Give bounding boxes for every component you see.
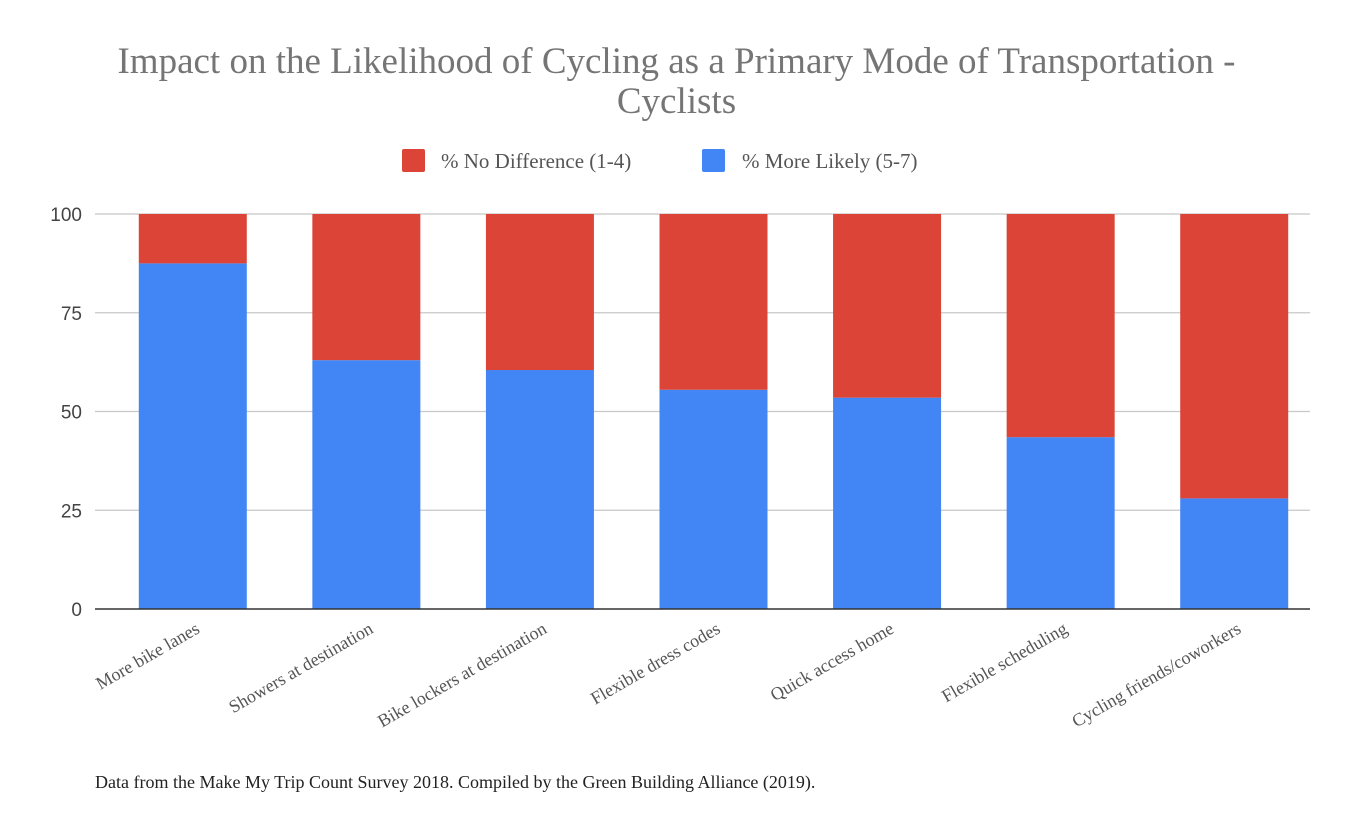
y-tick-label: 50: [61, 403, 82, 424]
legend-swatch: [402, 149, 425, 172]
y-axis-ticks: 0 25 50 75 100: [50, 205, 82, 621]
chart-legend: % No Difference (1-4) % More Likely (5-7): [402, 149, 918, 173]
source-note: Data from the Make My Trip Count Survey …: [95, 772, 816, 792]
chart-title: Impact on the Likelihood of Cycling as a…: [117, 41, 1235, 122]
bar-segment: [312, 360, 421, 609]
y-tick-label: 100: [50, 205, 82, 226]
bar-segment: [833, 214, 942, 398]
x-tick-label: More bike lanes: [92, 618, 202, 693]
bar-segment: [138, 214, 247, 264]
bars: [138, 214, 1289, 609]
y-tick-label: 75: [61, 304, 82, 325]
x-tick-label: Showers at destination: [225, 618, 376, 717]
bar-segment: [312, 214, 421, 361]
bar-segment: [138, 263, 247, 609]
bar-segment: [659, 214, 768, 390]
bar-segment: [659, 389, 768, 609]
x-tick-label: Flexible scheduling: [938, 618, 1071, 706]
x-tick-label: Bike lockers at destination: [374, 618, 550, 731]
bar-segment: [1006, 437, 1115, 609]
bar-segment: [1180, 498, 1289, 609]
x-tick-label: Quick access home: [767, 618, 897, 705]
bar-segment: [833, 397, 942, 609]
x-tick-label: Cycling friends/coworkers: [1068, 618, 1244, 731]
bar-segment: [485, 214, 594, 371]
bar-segment: [485, 370, 594, 609]
legend-swatch: [702, 149, 725, 172]
x-tick-label: Flexible dress codes: [587, 618, 723, 708]
legend-label: % More Likely (5-7): [742, 149, 918, 173]
bar-segment: [1180, 214, 1289, 499]
bar-segment: [1006, 214, 1115, 438]
x-axis-ticks: More bike lanes Showers at destinationBik…: [92, 618, 1244, 731]
y-tick-label: 0: [71, 600, 82, 621]
chart-title-line: Cyclists: [617, 81, 736, 122]
y-tick-label: 25: [61, 501, 82, 522]
chart-title-line: Impact on the Likelihood of Cycling as a…: [117, 41, 1235, 82]
legend-label: % No Difference (1-4): [441, 149, 631, 173]
